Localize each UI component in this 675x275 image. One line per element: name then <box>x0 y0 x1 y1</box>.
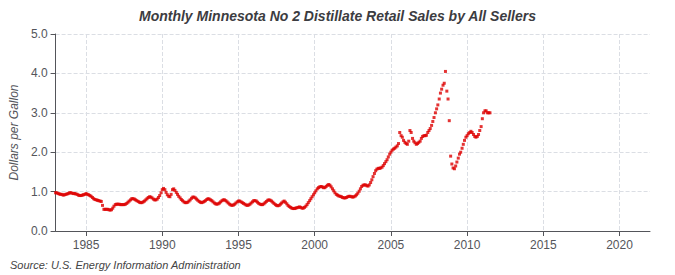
svg-text:1.0: 1.0 <box>31 185 48 199</box>
svg-text:2015: 2015 <box>530 238 557 252</box>
svg-text:Source: U.S. Energy Informatio: Source: U.S. Energy Information Administ… <box>10 259 241 271</box>
svg-text:1990: 1990 <box>149 238 176 252</box>
svg-text:2000: 2000 <box>301 238 328 252</box>
svg-text:0.0: 0.0 <box>31 224 48 238</box>
svg-text:2005: 2005 <box>378 238 405 252</box>
svg-text:3.0: 3.0 <box>31 106 48 120</box>
svg-text:Monthly Minnesota No 2 Distill: Monthly Minnesota No 2 Distillate Retail… <box>139 8 536 24</box>
svg-text:2.0: 2.0 <box>31 145 48 159</box>
svg-text:4.0: 4.0 <box>31 66 48 80</box>
svg-text:2020: 2020 <box>606 238 633 252</box>
svg-text:5.0: 5.0 <box>31 27 48 41</box>
svg-text:1985: 1985 <box>73 238 100 252</box>
svg-text:2010: 2010 <box>454 238 481 252</box>
svg-text:1995: 1995 <box>225 238 252 252</box>
svg-text:Dollars per Gallon: Dollars per Gallon <box>7 84 21 180</box>
